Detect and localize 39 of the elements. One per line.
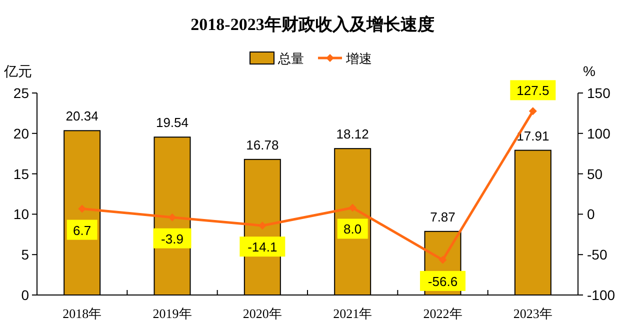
- data-label: -3.9: [161, 231, 184, 246]
- y2-tick-label: 50: [587, 166, 603, 182]
- y-tick-label: 20: [13, 125, 30, 142]
- x-tick-label: 2021年: [333, 306, 372, 321]
- y2-tick-label: 150: [587, 85, 611, 101]
- x-tick-label: 2018年: [62, 306, 102, 321]
- point: [168, 213, 176, 222]
- data-label: 8.0: [344, 222, 362, 237]
- legend-label: 增速: [345, 51, 372, 66]
- chart-title: 2018-2023年财政收入及增长速度: [190, 15, 434, 34]
- x-tick-label: 2020年: [242, 306, 282, 321]
- x-tick-label: 2019年: [152, 306, 192, 321]
- legend-label: 总量: [277, 51, 304, 66]
- y-tick-label: 0: [21, 287, 30, 303]
- data-label: -56.6: [428, 274, 458, 289]
- y-tick-label: 15: [13, 166, 30, 182]
- y2-tick-label: -50: [587, 246, 608, 263]
- point: [348, 204, 357, 212]
- y-tick-label: 5: [21, 246, 30, 263]
- y-axis-title: 亿元: [3, 63, 32, 79]
- y2-tick-label: 0: [587, 206, 595, 222]
- data-label: -14.1: [248, 240, 278, 255]
- x-tick-label: 2023年: [513, 306, 552, 321]
- x-tick-label: 2022年: [423, 306, 462, 321]
- data-label: 20.34: [66, 108, 98, 124]
- point: [528, 107, 537, 116]
- y-tick-label: 25: [13, 85, 30, 101]
- y2-tick-label: -100: [587, 287, 616, 303]
- y2-axis-title: %: [583, 63, 596, 79]
- data-label: 6.7: [73, 222, 92, 238]
- data-label: 18.12: [336, 126, 369, 142]
- data-label: 16.78: [246, 137, 279, 152]
- data-label: 19.54: [156, 115, 189, 130]
- y-tick-label: 10: [13, 206, 30, 222]
- point: [438, 256, 447, 264]
- point: [78, 204, 86, 213]
- data-label: 127.5: [516, 83, 550, 98]
- y2-tick-label: 100: [587, 125, 611, 142]
- data-label: 7.87: [430, 209, 456, 224]
